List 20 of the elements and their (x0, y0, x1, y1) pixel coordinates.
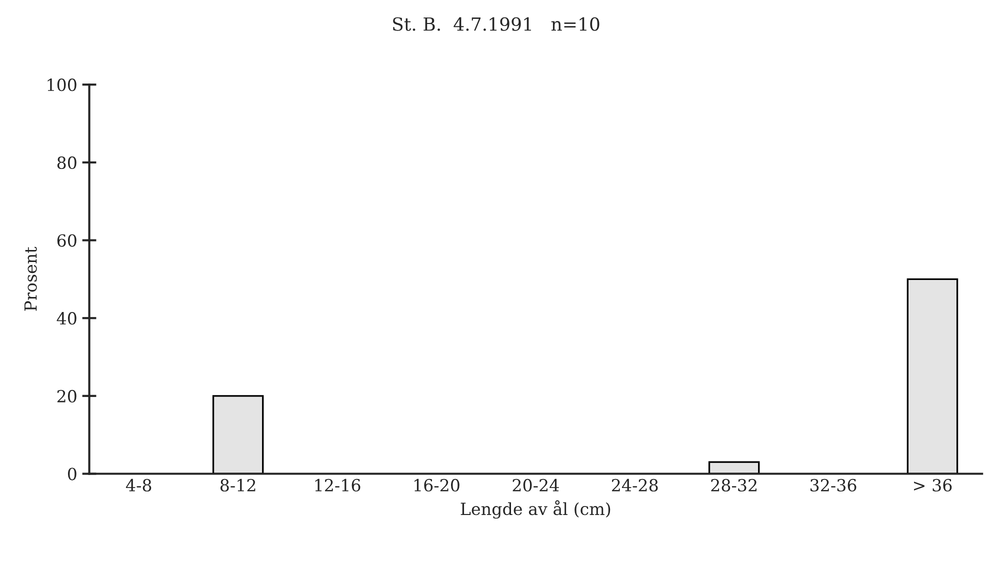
x-tick-label: 32-36 (810, 478, 856, 492)
y-tick-label: 100 (48, 78, 76, 92)
x-tick-label: 12-16 (315, 478, 360, 492)
y-tick-label: 0 (68, 468, 76, 480)
y-axis-title: Prosent (24, 246, 37, 311)
x-tick-label: 4-8 (126, 478, 152, 492)
x-tick-label: > 36 (914, 478, 952, 492)
chart-title: St. B. 4.7.1991 n=10 (393, 17, 600, 31)
x-tick-label: 16-20 (414, 478, 460, 492)
x-axis-title: Lengde av ål (cm) (460, 500, 610, 519)
y-tick-label: 20 (57, 390, 76, 402)
bar (212, 395, 264, 474)
y-tick-label: 40 (56, 312, 76, 325)
x-tick-label: 28-32 (711, 478, 756, 492)
x-tick-label: 20-24 (512, 478, 559, 492)
x-tick-label: 24-28 (612, 478, 658, 492)
bar (906, 278, 958, 474)
y-tick-label: 80 (57, 156, 76, 169)
y-tick-label: 60 (57, 234, 76, 247)
x-tick-label: 8-12 (220, 478, 256, 492)
